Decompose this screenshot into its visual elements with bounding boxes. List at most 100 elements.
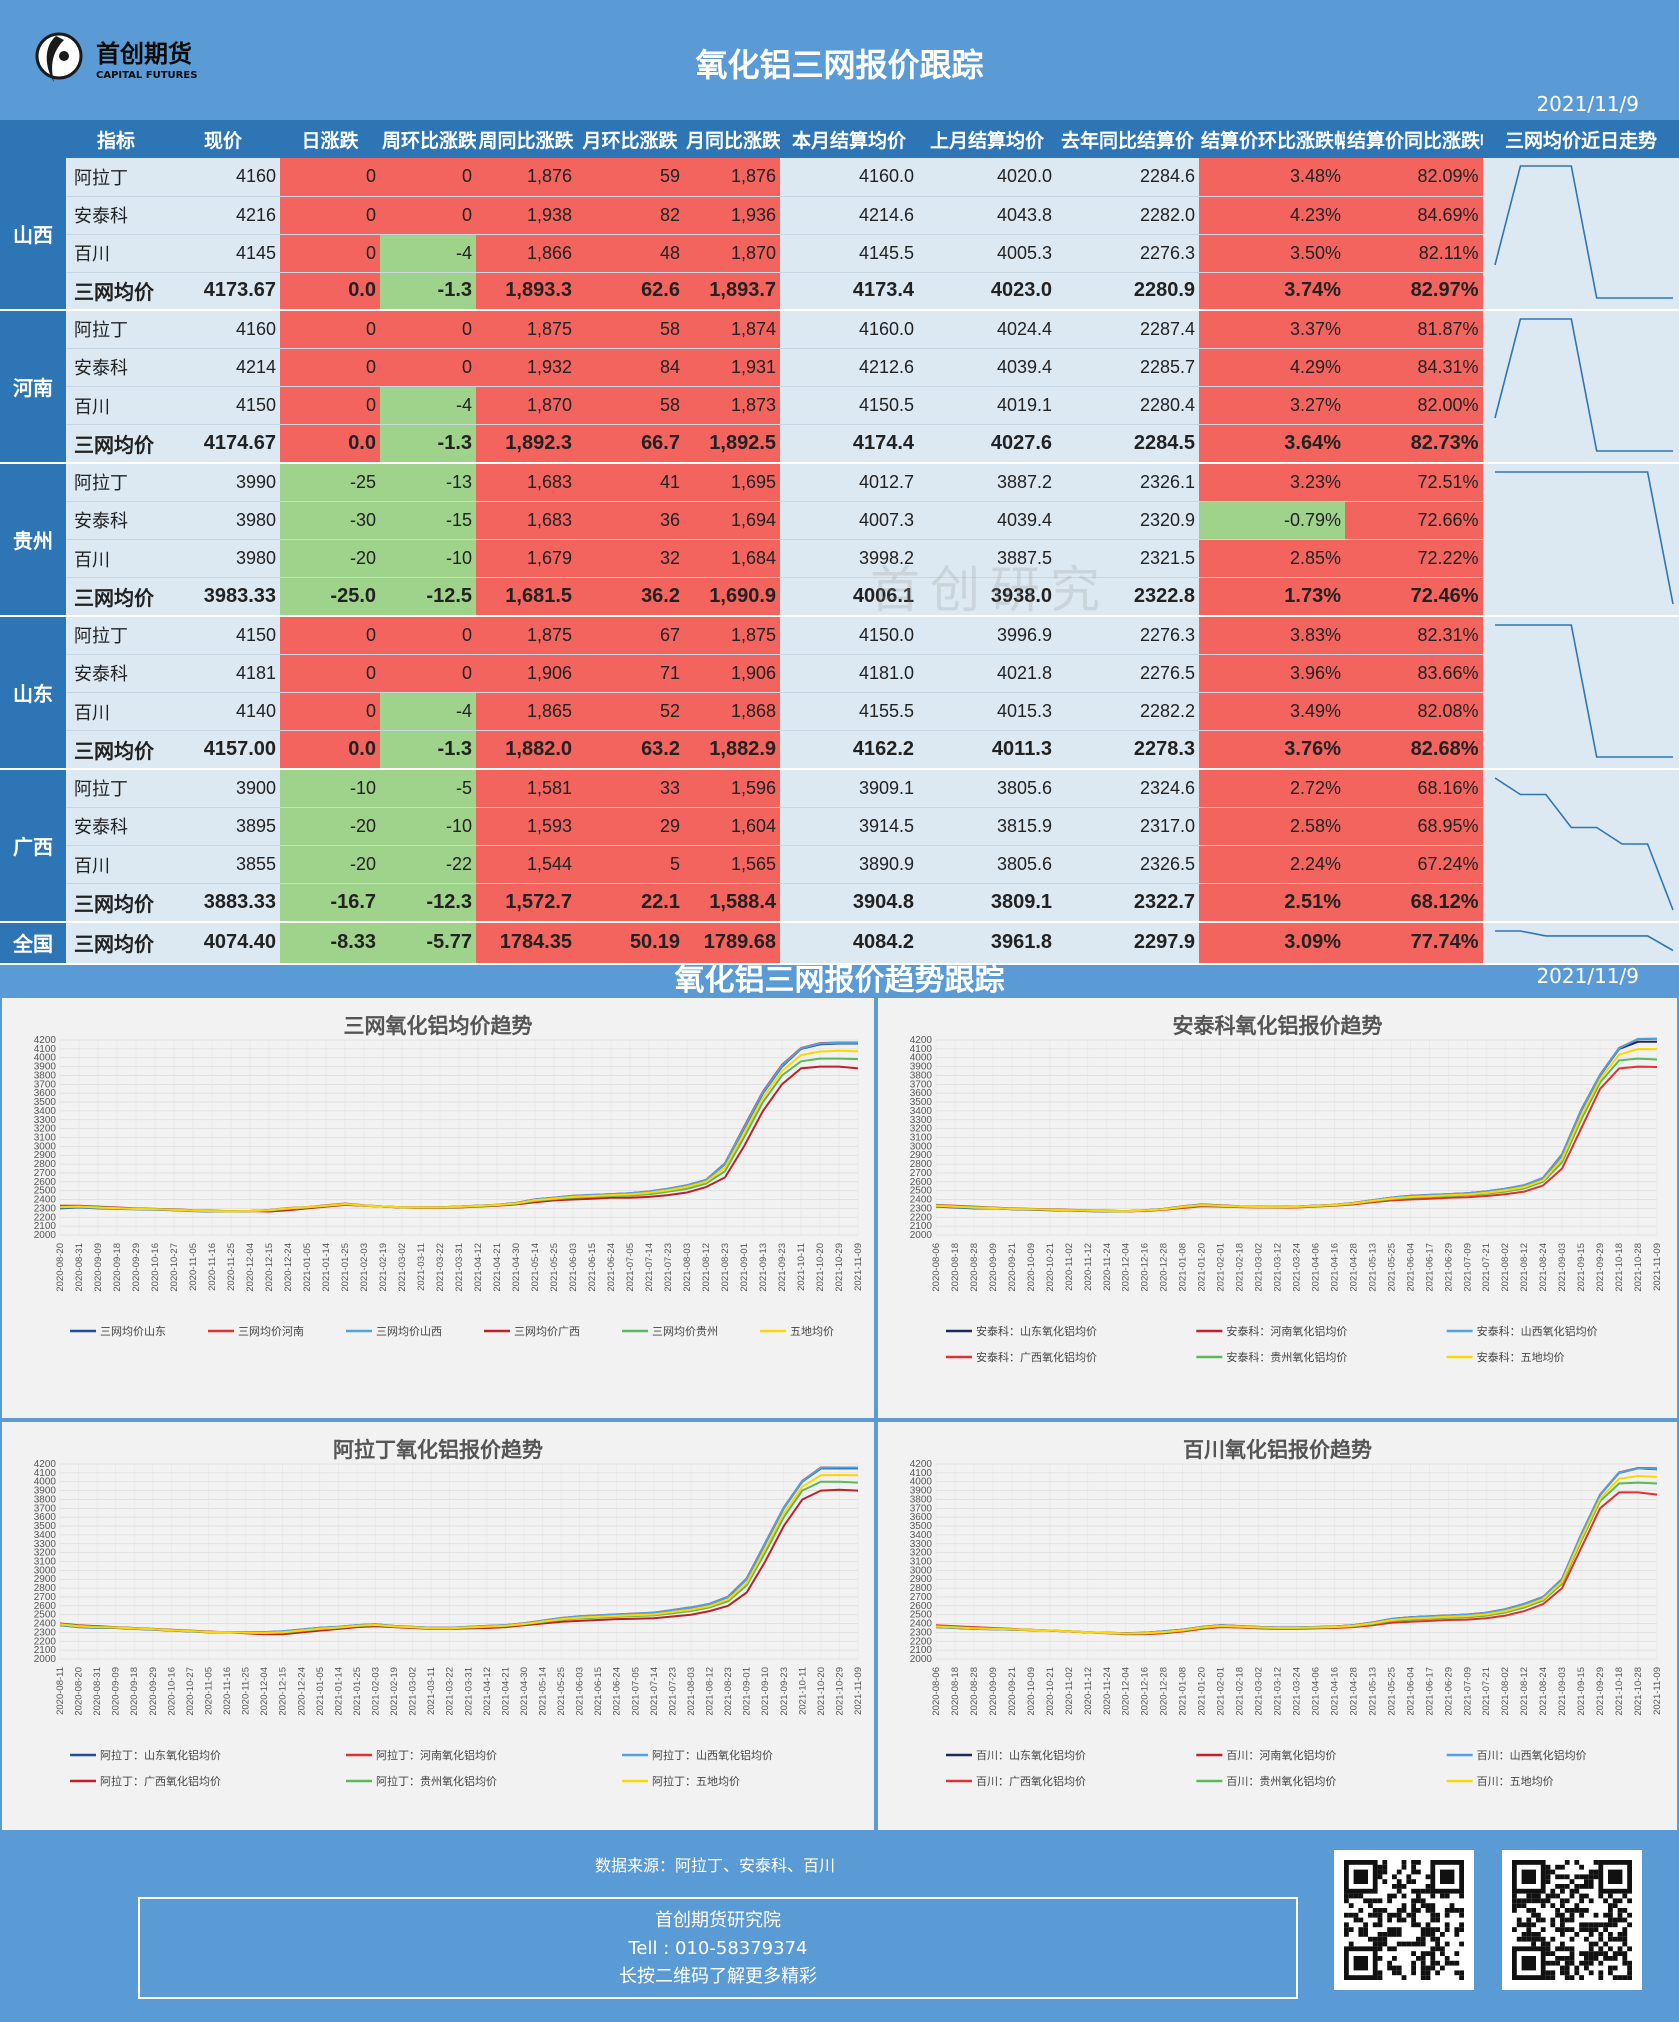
- x-tick-label: 2021-09-29: [1595, 1243, 1606, 1292]
- x-tick-label: 2020-11-16: [222, 1667, 233, 1715]
- x-tick-label: 2021-04-12: [473, 1243, 484, 1292]
- x-tick-label: 2021-03-02: [397, 1243, 408, 1292]
- x-tick-label: 2021-02-03: [359, 1243, 370, 1292]
- page-title: 氧化铝三网报价跟踪: [695, 46, 984, 84]
- legend-label: 百川：山西氧化铝均价: [1477, 1748, 1587, 1762]
- value-cell: 3996.9: [918, 616, 1056, 655]
- value-cell: 4173.67: [166, 272, 280, 311]
- y-tick-label: 3100: [34, 1133, 57, 1144]
- value-cell: 29: [576, 807, 684, 847]
- value-cell: 1,604: [684, 807, 780, 847]
- value-cell: 1,882.0: [476, 730, 576, 771]
- value-cell: 2276.3: [1056, 234, 1199, 273]
- x-tick-label: 2020-12-04: [1121, 1243, 1132, 1292]
- legend-label: 阿拉丁：河南氧化铝均价: [376, 1748, 497, 1762]
- value-cell: 0: [280, 158, 380, 197]
- y-tick-label: 4000: [910, 1477, 933, 1488]
- value-cell: 4043.8: [918, 196, 1056, 235]
- value-cell: 2276.5: [1056, 654, 1199, 694]
- chart-title: 三网氧化铝均价趋势: [343, 1015, 533, 1038]
- legend-label: 百川：广西氧化铝均价: [976, 1774, 1086, 1788]
- series-line: [59, 1473, 859, 1634]
- x-tick-label: 2021-06-15: [593, 1667, 604, 1716]
- y-tick-label: 3100: [34, 1557, 57, 1568]
- value-cell: 4015.3: [918, 692, 1056, 732]
- x-tick-label: 2021-09-01: [739, 1243, 750, 1292]
- legend-label: 安泰科：山西氧化铝均价: [1477, 1324, 1598, 1338]
- x-tick-label: 2020-08-28: [969, 1667, 980, 1716]
- value-cell: 0: [280, 348, 380, 388]
- value-cell: 4019.1: [918, 386, 1056, 426]
- y-tick-label: 2800: [910, 1159, 933, 1170]
- x-tick-label: 2021-10-11: [796, 1243, 807, 1291]
- value-cell: 3.09%: [1199, 922, 1345, 965]
- source-name-cell: 安泰科: [66, 807, 166, 847]
- value-cell: 4012.7: [780, 463, 918, 502]
- x-tick-label: 2021-01-14: [321, 1243, 332, 1292]
- x-tick-label: 2021-07-14: [649, 1667, 660, 1716]
- y-tick-label: 3200: [34, 1124, 57, 1135]
- x-tick-label: 2021-02-18: [1235, 1243, 1246, 1292]
- value-cell: 58: [576, 386, 684, 426]
- logo-mark-icon: [35, 32, 83, 82]
- x-tick-label: 2021-05-25: [549, 1243, 560, 1292]
- series-line: [59, 1466, 858, 1634]
- line-chart-svg: 2000210022002300240025002600270028002900…: [910, 1459, 1663, 1788]
- value-cell: 1,695: [684, 463, 780, 502]
- x-tick-label: 2021-08-03: [682, 1243, 693, 1292]
- x-tick-label: 2021-08-24: [1538, 1243, 1549, 1292]
- header-cell: 月同比涨跌: [684, 120, 780, 158]
- value-cell: 33: [576, 769, 684, 808]
- y-tick-label: 3900: [34, 1486, 57, 1497]
- source-name-cell: 安泰科: [66, 501, 166, 541]
- value-cell: 2278.3: [1056, 730, 1199, 771]
- value-cell: -30: [280, 501, 380, 541]
- source-name-cell: 三网均价: [66, 577, 166, 618]
- header-cell: 周环比涨跌: [380, 120, 476, 158]
- value-cell: 0.0: [280, 272, 380, 311]
- x-tick-label: 2021-06-04: [1405, 1243, 1416, 1292]
- value-cell: 4039.4: [918, 348, 1056, 388]
- qr-code-icon[interactable]: [1502, 1850, 1642, 1990]
- x-tick-label: 2021-03-12: [1273, 1243, 1284, 1292]
- y-tick-label: 2600: [34, 1601, 57, 1612]
- y-tick-label: 2000: [910, 1654, 933, 1665]
- y-tick-label: 2700: [910, 1592, 933, 1603]
- value-cell: 4160.0: [780, 158, 918, 197]
- x-tick-label: 2021-08-12: [1519, 1243, 1530, 1292]
- x-tick-label: 2021-05-14: [530, 1243, 541, 1292]
- y-tick-label: 2400: [34, 1619, 57, 1630]
- value-cell: 1,684: [684, 539, 780, 579]
- value-cell: -12.3: [380, 883, 476, 924]
- x-tick-label: 2021-08-03: [686, 1667, 697, 1716]
- x-tick-label: 2021-06-24: [612, 1667, 623, 1716]
- series-line: [59, 1488, 859, 1636]
- y-tick-label: 2100: [34, 1221, 57, 1232]
- value-cell: 2280.4: [1056, 386, 1199, 426]
- x-tick-label: 2020-12-16: [1140, 1667, 1151, 1716]
- value-cell: 3883.33: [166, 883, 280, 924]
- header-cell: 日涨跌: [280, 120, 380, 158]
- x-tick-label: 2020-09-21: [1007, 1243, 1018, 1292]
- x-tick-label: 2020-11-02: [1064, 1667, 1075, 1715]
- qr-code-icon[interactable]: [1334, 1850, 1474, 1990]
- value-cell: 3938.0: [918, 577, 1056, 618]
- x-tick-label: 2020-08-31: [92, 1667, 103, 1716]
- value-cell: 2.58%: [1199, 807, 1345, 847]
- chart-aladdin-trend: 阿拉丁氧化铝报价趋势 2000 2100 2200 2300 2400 2500 2600 27…: [2, 1422, 874, 1830]
- value-cell: 3900: [166, 769, 280, 808]
- table-row: 三网均价 4173.67 0.0 -1.3 1,893.3 62.6 1,893.7 4173…: [0, 272, 1679, 311]
- x-tick-label: 2021-02-19: [378, 1243, 389, 1292]
- y-tick-label: 4200: [34, 1035, 57, 1046]
- value-cell: 82.11%: [1345, 234, 1483, 273]
- x-tick-label: 2021-06-15: [587, 1243, 598, 1292]
- x-tick-label: 2021-01-05: [315, 1667, 326, 1716]
- x-tick-label: 2021-02-19: [389, 1667, 400, 1716]
- value-cell: 3980: [166, 539, 280, 579]
- x-tick-label: 2021-02-18: [1235, 1667, 1246, 1716]
- trend-sparkline-cell: [1482, 616, 1679, 770]
- value-cell: 2297.9: [1056, 922, 1199, 965]
- value-cell: 1,893.7: [684, 272, 780, 311]
- source-name-cell: 阿拉丁: [66, 463, 166, 502]
- y-tick-label: 3600: [34, 1088, 57, 1099]
